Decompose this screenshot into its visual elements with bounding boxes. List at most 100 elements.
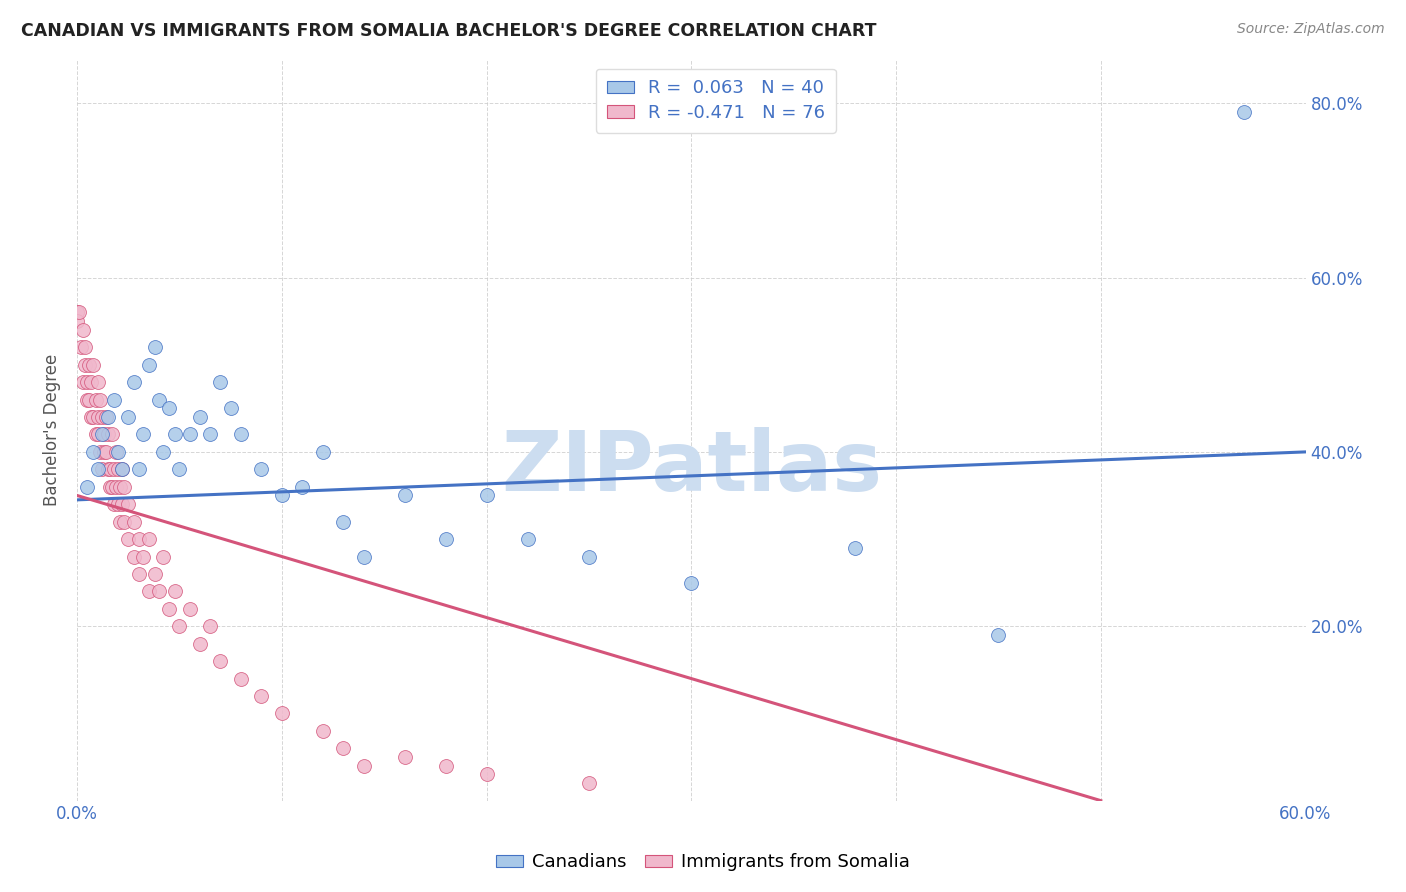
- Point: [169, 619, 191, 633]
- Point: [107, 445, 129, 459]
- Point: [128, 566, 150, 581]
- Point: [434, 532, 457, 546]
- Point: [987, 628, 1010, 642]
- Point: [75, 340, 97, 354]
- Point: [353, 549, 375, 564]
- Point: [80, 410, 103, 425]
- Point: [138, 532, 160, 546]
- Point: [79, 358, 101, 372]
- Point: [103, 462, 125, 476]
- Point: [138, 584, 160, 599]
- Point: [76, 392, 98, 407]
- Text: Source: ZipAtlas.com: Source: ZipAtlas.com: [1237, 22, 1385, 37]
- Point: [188, 410, 211, 425]
- Point: [94, 410, 117, 425]
- Text: CANADIAN VS IMMIGRANTS FROM SOMALIA BACHELOR'S DEGREE CORRELATION CHART: CANADIAN VS IMMIGRANTS FROM SOMALIA BACH…: [21, 22, 876, 40]
- Y-axis label: Bachelor's Degree: Bachelor's Degree: [44, 354, 60, 507]
- Point: [209, 375, 232, 389]
- Point: [1233, 104, 1256, 119]
- Point: [131, 549, 153, 564]
- Point: [475, 488, 498, 502]
- Point: [270, 706, 292, 721]
- Point: [291, 480, 314, 494]
- Point: [108, 515, 131, 529]
- Point: [394, 488, 416, 502]
- Point: [198, 619, 221, 633]
- Point: [93, 427, 115, 442]
- Point: [98, 462, 121, 476]
- Legend: R =  0.063   N = 40, R = -0.471   N = 76: R = 0.063 N = 40, R = -0.471 N = 76: [596, 69, 837, 133]
- Point: [332, 515, 354, 529]
- Point: [394, 750, 416, 764]
- Point: [82, 358, 104, 372]
- Point: [138, 358, 160, 372]
- Point: [101, 427, 124, 442]
- Point: [86, 427, 108, 442]
- Point: [111, 462, 134, 476]
- Point: [179, 427, 201, 442]
- Point: [332, 741, 354, 756]
- Point: [179, 602, 201, 616]
- Point: [79, 392, 101, 407]
- Point: [124, 515, 146, 529]
- Point: [169, 462, 191, 476]
- Point: [93, 445, 115, 459]
- Point: [131, 427, 153, 442]
- Point: [578, 776, 600, 790]
- Point: [75, 358, 97, 372]
- Point: [312, 723, 335, 738]
- Point: [312, 445, 335, 459]
- Point: [128, 532, 150, 546]
- Point: [219, 401, 242, 416]
- Point: [209, 654, 232, 668]
- Point: [104, 480, 127, 494]
- Point: [124, 549, 146, 564]
- Point: [76, 480, 98, 494]
- Point: [157, 401, 180, 416]
- Point: [143, 340, 166, 354]
- Point: [434, 758, 457, 772]
- Point: [578, 549, 600, 564]
- Point: [97, 427, 120, 442]
- Point: [66, 314, 89, 328]
- Point: [86, 375, 108, 389]
- Legend: Canadians, Immigrants from Somalia: Canadians, Immigrants from Somalia: [489, 847, 917, 879]
- Point: [112, 480, 135, 494]
- Point: [89, 445, 111, 459]
- Point: [353, 758, 375, 772]
- Point: [165, 584, 187, 599]
- Point: [681, 575, 703, 590]
- Point: [117, 497, 139, 511]
- Point: [107, 497, 129, 511]
- Point: [229, 427, 252, 442]
- Point: [72, 323, 94, 337]
- Point: [250, 689, 273, 703]
- Point: [97, 462, 120, 476]
- Point: [148, 392, 170, 407]
- Point: [90, 410, 112, 425]
- Point: [148, 584, 170, 599]
- Point: [117, 532, 139, 546]
- Point: [143, 566, 166, 581]
- Point: [165, 427, 187, 442]
- Point: [516, 532, 538, 546]
- Text: ZIPatlas: ZIPatlas: [501, 426, 882, 508]
- Point: [82, 410, 104, 425]
- Point: [111, 462, 134, 476]
- Point: [229, 672, 252, 686]
- Point: [70, 340, 93, 354]
- Point: [270, 488, 292, 502]
- Point: [117, 410, 139, 425]
- Point: [104, 445, 127, 459]
- Point: [157, 602, 180, 616]
- Point: [250, 462, 273, 476]
- Point: [84, 392, 107, 407]
- Point: [97, 410, 120, 425]
- Point: [475, 767, 498, 781]
- Point: [86, 462, 108, 476]
- Point: [90, 427, 112, 442]
- Point: [128, 462, 150, 476]
- Point: [112, 515, 135, 529]
- Point: [98, 480, 121, 494]
- Point: [90, 462, 112, 476]
